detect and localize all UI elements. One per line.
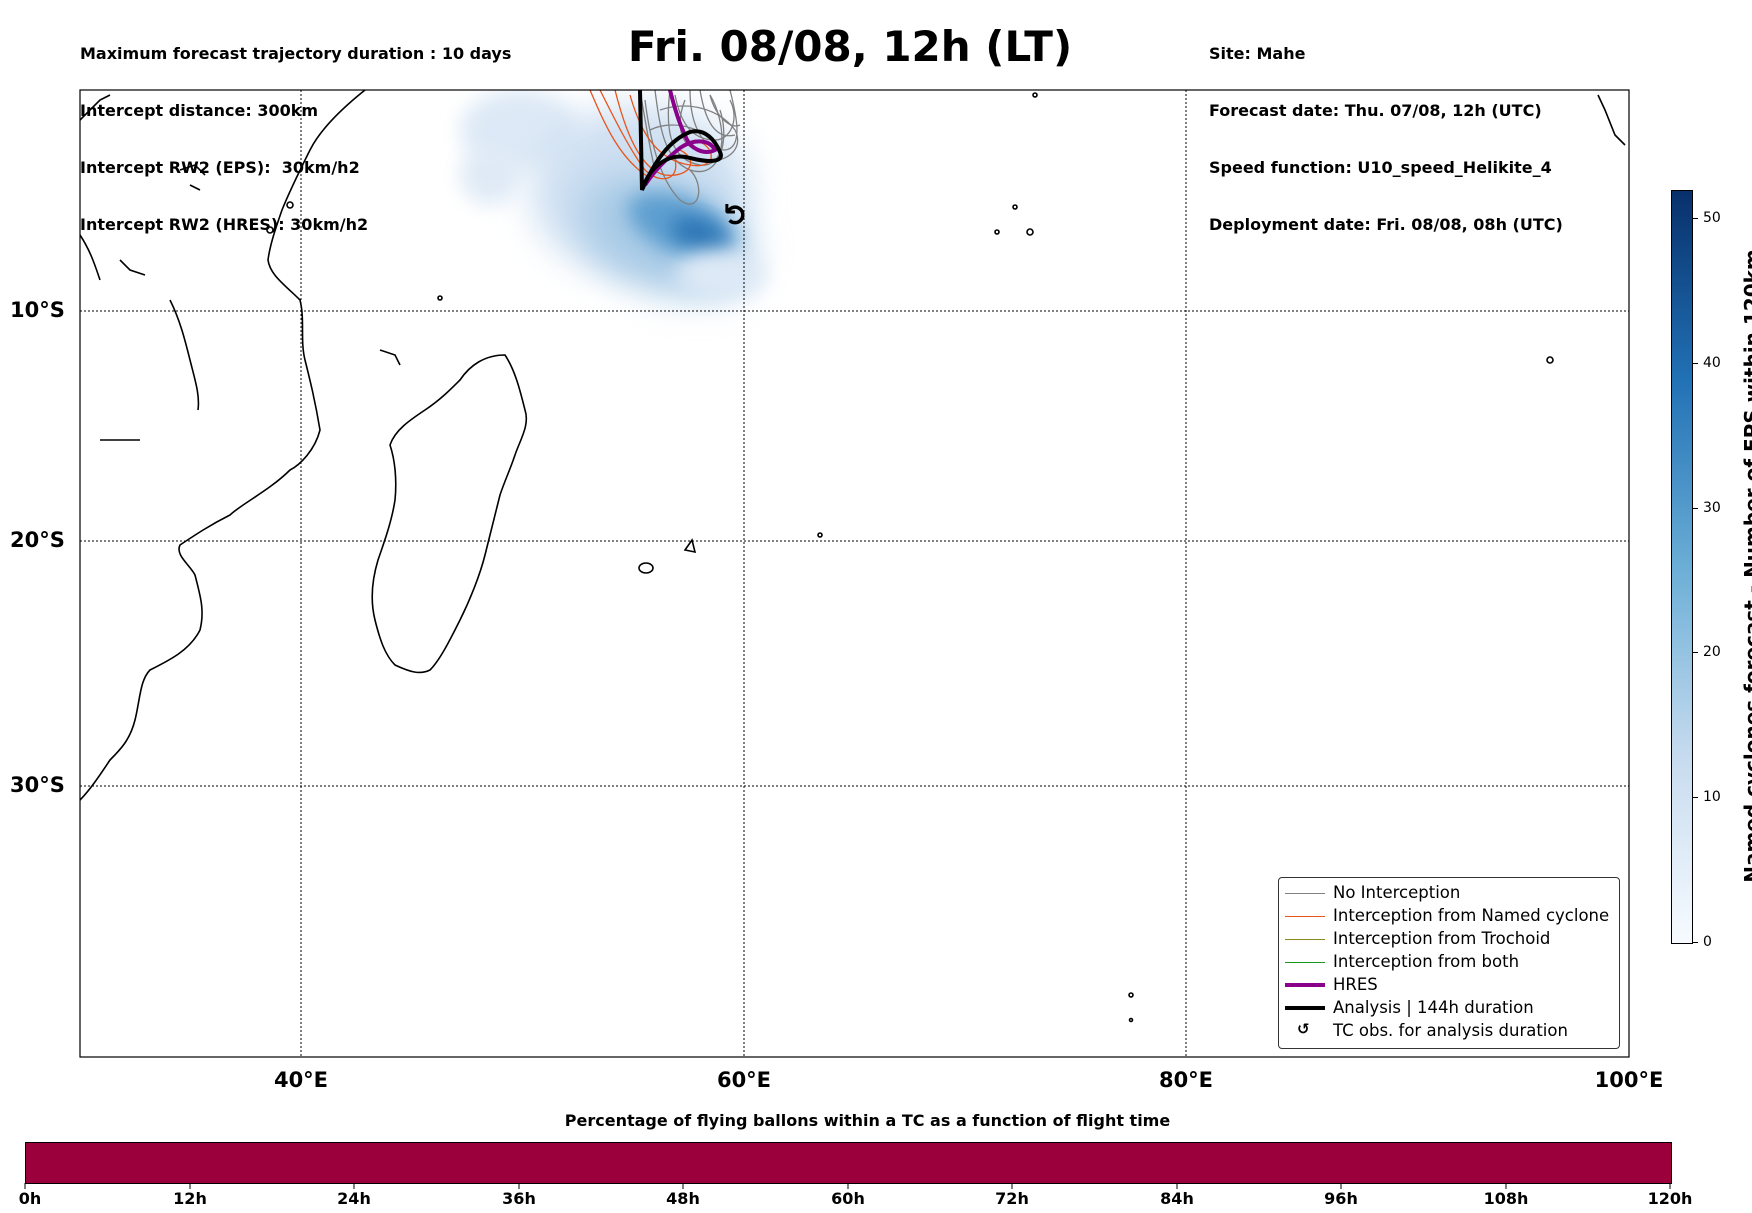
island <box>1012 204 1018 210</box>
time-label: 84h <box>1160 1189 1194 1208</box>
island <box>1597 94 1626 146</box>
legend-label: Interception from both <box>1333 952 1520 971</box>
legend-label: No Interception <box>1333 883 1461 902</box>
legend-swatch <box>1285 893 1325 894</box>
info-line: Forecast date: Thu. 07/08, 12h (UTC) <box>1209 101 1542 120</box>
island <box>683 538 697 554</box>
island <box>817 532 823 538</box>
analysis-trajectory <box>638 90 723 191</box>
tc-obs-icon: ↺ <box>1297 1020 1310 1038</box>
colorbar-tick-label: 20 <box>1703 644 1721 660</box>
island <box>638 562 654 574</box>
time-bar-title: Percentage of flying ballons within a TC… <box>564 1111 1171 1130</box>
legend-item-named-cyclone: Interception from Named cyclone <box>1279 905 1619 928</box>
lon-label-100e: 100°E <box>1594 1068 1664 1092</box>
island <box>1128 992 1134 998</box>
time-label: 36h <box>502 1189 536 1208</box>
island <box>179 164 206 176</box>
info-line: Site: Mahe <box>1209 44 1306 63</box>
time-bar <box>25 1142 1672 1184</box>
header-info-right: Site: Mahe Forecast date: Thu. 07/08, 12… <box>1209 6 1563 253</box>
island <box>1026 228 1034 236</box>
gridlines <box>80 90 1629 1057</box>
map-frame <box>79 89 1630 1058</box>
time-label: 0h <box>18 1189 42 1208</box>
legend-label: TC obs. for analysis duration <box>1333 1021 1568 1040</box>
coastlines <box>80 90 1626 1023</box>
tc-obs-symbol: ↺ <box>719 202 754 227</box>
island <box>379 349 401 366</box>
legend-item-analysis: Analysis | 144h duration <box>1279 997 1619 1020</box>
colorbar-tick-label: 30 <box>1703 500 1721 516</box>
legend-label: Analysis | 144h duration <box>1333 998 1534 1017</box>
legend-label: Interception from Named cyclone <box>1333 906 1610 925</box>
time-label: 96h <box>1324 1189 1358 1208</box>
legend-swatch <box>1285 983 1325 987</box>
island <box>1128 1017 1134 1023</box>
island <box>119 259 146 276</box>
island <box>286 201 294 209</box>
colorbar-tick <box>1692 942 1698 943</box>
colorbar-tick <box>1692 218 1698 219</box>
time-label: 12h <box>173 1189 207 1208</box>
legend-item-no-interception: No Interception <box>1279 882 1619 905</box>
colorbar-tick <box>1692 797 1698 798</box>
lat-label-30s: 30°S <box>10 773 65 797</box>
header-info-left: Maximum forecast trajectory duration : 1… <box>80 6 511 253</box>
time-label: 120h <box>1647 1189 1693 1208</box>
info-line: Intercept distance: 300km <box>80 101 319 120</box>
page-title: Fri. 08/08, 12h (LT) <box>627 22 1073 71</box>
legend-swatch <box>1285 962 1325 963</box>
info-line: Maximum forecast trajectory duration : 1… <box>80 44 512 63</box>
legend-label: HRES <box>1333 975 1378 994</box>
legend-swatch <box>1285 916 1325 917</box>
colorbar-title-text: Named cyclones forecast - Number of EPS … <box>1740 249 1752 883</box>
legend-item-trochoid: Interception from Trochoid <box>1279 928 1619 951</box>
colorbar-tick <box>1692 508 1698 509</box>
island <box>1032 92 1038 98</box>
colorbar-tick <box>1692 652 1698 653</box>
island <box>437 295 443 301</box>
info-line: Deployment date: Fri. 08/08, 08h (UTC) <box>1209 215 1563 234</box>
time-label: 108h <box>1483 1189 1529 1208</box>
lat-label-10s: 10°S <box>10 298 65 322</box>
colorbar-tick-label: 0 <box>1703 934 1712 950</box>
colorbar-tick-label: 50 <box>1703 210 1721 226</box>
colorbar-tick <box>1692 363 1698 364</box>
legend-label: Interception from Trochoid <box>1333 929 1551 948</box>
island <box>169 299 200 411</box>
colorbar-tick-label: 40 <box>1703 355 1721 371</box>
info-line: Intercept RW2 (EPS): 30km/h2 <box>80 158 360 177</box>
island <box>189 184 201 191</box>
island <box>266 226 274 234</box>
time-label: 24h <box>337 1189 371 1208</box>
island <box>1546 356 1554 364</box>
info-line: Speed function: U10_speed_Helikite_4 <box>1209 158 1552 177</box>
time-label: 48h <box>666 1189 700 1208</box>
map-legend: No Interception Interception from Named … <box>1278 877 1620 1049</box>
legend-swatch <box>1285 939 1325 940</box>
legend-item-both: Interception from both <box>1279 951 1619 974</box>
colorbar-tick-label: 10 <box>1703 789 1721 805</box>
lon-label-40e: 40°E <box>273 1068 329 1092</box>
colorbar-title: Named cyclones forecast - Number of EPS … <box>1735 190 1752 942</box>
time-label: 72h <box>995 1189 1029 1208</box>
lon-label-60e: 60°E <box>716 1068 772 1092</box>
time-label: 60h <box>831 1189 865 1208</box>
madagascar-coast <box>371 354 528 674</box>
island <box>994 229 1000 235</box>
colorbar <box>1671 190 1693 944</box>
legend-swatch <box>1285 1006 1325 1010</box>
legend-item-tc-obs: ↺ TC obs. for analysis duration <box>1279 1020 1619 1043</box>
legend-item-hres: HRES <box>1279 974 1619 997</box>
lon-label-80e: 80°E <box>1158 1068 1214 1092</box>
lat-label-20s: 20°S <box>10 528 65 552</box>
